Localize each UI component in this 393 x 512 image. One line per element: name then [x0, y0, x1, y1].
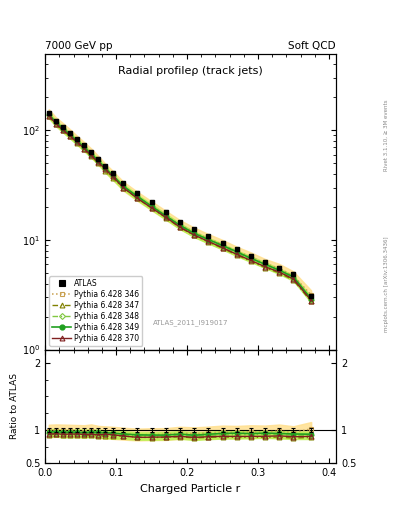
- Legend: ATLAS, Pythia 6.428 346, Pythia 6.428 347, Pythia 6.428 348, Pythia 6.428 349, P: ATLAS, Pythia 6.428 346, Pythia 6.428 34…: [49, 276, 142, 346]
- Text: mcplots.cern.ch [arXiv:1306.3436]: mcplots.cern.ch [arXiv:1306.3436]: [384, 237, 389, 332]
- Text: Soft QCD: Soft QCD: [288, 41, 336, 51]
- Text: 7000 GeV pp: 7000 GeV pp: [45, 41, 113, 51]
- Text: Rivet 3.1.10, ≥ 3M events: Rivet 3.1.10, ≥ 3M events: [384, 100, 389, 172]
- Text: Radial profileρ (track jets): Radial profileρ (track jets): [118, 66, 263, 76]
- X-axis label: Charged Particle r: Charged Particle r: [140, 484, 241, 494]
- Text: ATLAS_2011_I919017: ATLAS_2011_I919017: [153, 319, 228, 326]
- Y-axis label: Ratio to ATLAS: Ratio to ATLAS: [10, 373, 19, 439]
